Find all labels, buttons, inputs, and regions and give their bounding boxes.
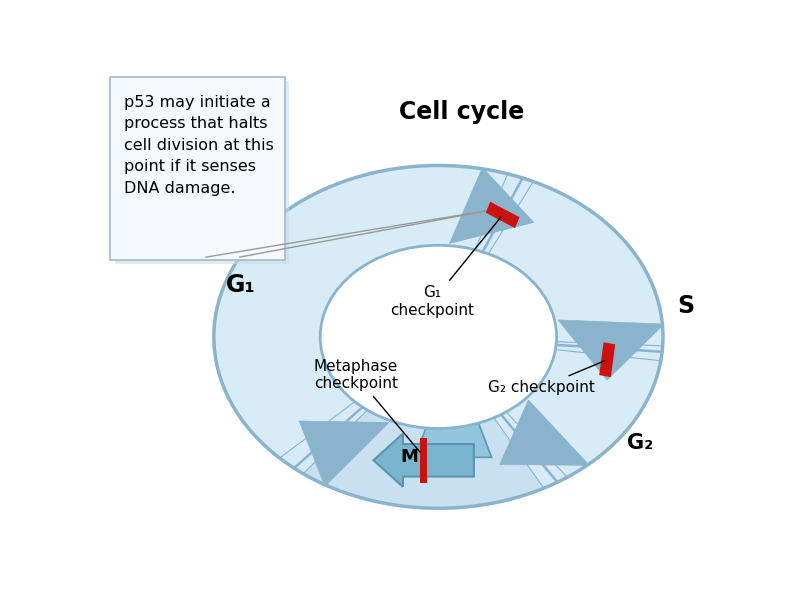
Polygon shape [214, 165, 663, 508]
FancyArrow shape [374, 434, 474, 487]
Polygon shape [506, 350, 661, 478]
Text: G₂: G₂ [627, 433, 654, 453]
Ellipse shape [320, 245, 557, 428]
Text: p53 may initiate a
process that halts
cell division at this
point if it senses
D: p53 may initiate a process that halts ce… [124, 95, 274, 196]
Polygon shape [599, 342, 615, 377]
Polygon shape [303, 410, 544, 508]
Text: G₁
checkpoint: G₁ checkpoint [390, 217, 501, 317]
Polygon shape [214, 165, 508, 458]
Text: G₁: G₁ [226, 274, 256, 297]
FancyBboxPatch shape [110, 77, 285, 260]
Bar [419, 439, 427, 483]
Polygon shape [414, 357, 492, 457]
Polygon shape [558, 320, 664, 380]
Text: Cell cycle: Cell cycle [399, 100, 525, 124]
Polygon shape [486, 202, 519, 228]
Text: G₂ checkpoint: G₂ checkpoint [489, 361, 605, 395]
Polygon shape [299, 421, 389, 486]
Polygon shape [500, 400, 590, 465]
Polygon shape [488, 181, 663, 346]
Text: Metaphase
checkpoint: Metaphase checkpoint [314, 359, 420, 452]
Polygon shape [450, 167, 534, 243]
Text: S: S [677, 294, 694, 318]
Text: M: M [400, 449, 418, 466]
FancyBboxPatch shape [114, 81, 289, 264]
